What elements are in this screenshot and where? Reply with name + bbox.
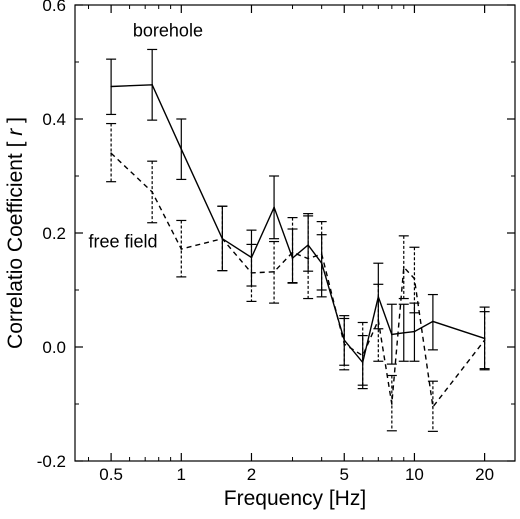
y-tick-label: -0.2 [37, 452, 66, 471]
y-axis-title-prefix: Correlatio Coefficient [ [4, 136, 27, 349]
error-bar-free-field [386, 374, 397, 432]
data-point [250, 272, 253, 274]
x-tick-label: 0.5 [99, 465, 123, 484]
data-point [391, 403, 393, 405]
ticks: 0.5 1 2 5 10 20 -0.2 0.0 0.2 0.4 0.6 [37, 0, 515, 484]
data-point [377, 319, 380, 322]
data-point [307, 257, 309, 260]
error-bar-free-field [217, 205, 228, 272]
x-tick-label: 5 [340, 465, 349, 484]
y-tick-label: 0.2 [42, 224, 66, 243]
data-point [432, 406, 434, 408]
data-point [361, 354, 364, 357]
error-bar-borehole [106, 58, 117, 116]
data-point [221, 237, 224, 240]
data-point [320, 253, 323, 255]
error-bar-borehole [176, 118, 187, 181]
error-bar-free-field [176, 219, 187, 278]
error-bar-free-field [479, 311, 490, 370]
error-bar-free-field [106, 122, 117, 183]
data-point [483, 339, 486, 341]
data-point [402, 331, 405, 334]
error-bar-borehole [427, 293, 438, 351]
plot-area [74, 4, 516, 462]
error-bar-free-field [398, 235, 409, 300]
data-point [110, 152, 112, 154]
series-layer [106, 48, 490, 432]
error-bar-free-field [373, 283, 384, 362]
data-point [110, 85, 112, 88]
data-point [413, 277, 416, 280]
annotation-borehole: borehole [133, 20, 203, 40]
error-bar-free-field [409, 246, 420, 314]
annotation-free-field: free field [89, 231, 158, 251]
data-point [273, 270, 275, 273]
x-tick-label: 10 [405, 465, 424, 484]
error-bar-free-field [427, 380, 438, 432]
x-tick-label: 2 [247, 465, 256, 484]
data-point [307, 244, 309, 246]
error-bar-free-field [147, 160, 158, 224]
error-bar-free-field [269, 240, 280, 304]
data-point [391, 333, 393, 336]
y-axis-title-suffix: ] [4, 117, 27, 129]
error-bar-free-field [357, 321, 368, 386]
y-tick-label: 0.6 [42, 0, 66, 15]
data-point [180, 148, 183, 151]
x-axis-title: Frequency [Hz] [224, 487, 366, 510]
y-tick-label: 0.0 [42, 338, 66, 357]
data-point [402, 266, 405, 269]
error-bar-free-field [316, 221, 327, 291]
x-tick-label: 20 [475, 465, 494, 484]
error-bar-borehole [386, 303, 397, 365]
data-point [343, 343, 346, 345]
error-bar-free-field [303, 215, 314, 300]
error-bar-free-field [287, 217, 298, 284]
error-bar-free-field [246, 243, 257, 302]
data-point [413, 330, 416, 333]
data-point [273, 206, 275, 209]
data-point [432, 320, 434, 323]
data-point [291, 251, 294, 254]
data-point [151, 84, 153, 86]
error-bar-borehole [269, 175, 280, 240]
y-tick-label: 0.4 [42, 110, 66, 129]
y-axis-title-symbol: r [4, 128, 27, 136]
y-axis-title: Correlatio Coefficient [ r ] [4, 117, 27, 349]
annotations: borehole free field [89, 20, 203, 251]
error-bar-borehole [398, 303, 409, 362]
error-bar-free-field [339, 317, 350, 371]
error-bar-borehole [147, 48, 158, 121]
x-tick-label: 1 [177, 465, 186, 484]
series-free-field [106, 122, 490, 432]
data-point [151, 191, 153, 193]
data-point [180, 248, 183, 250]
